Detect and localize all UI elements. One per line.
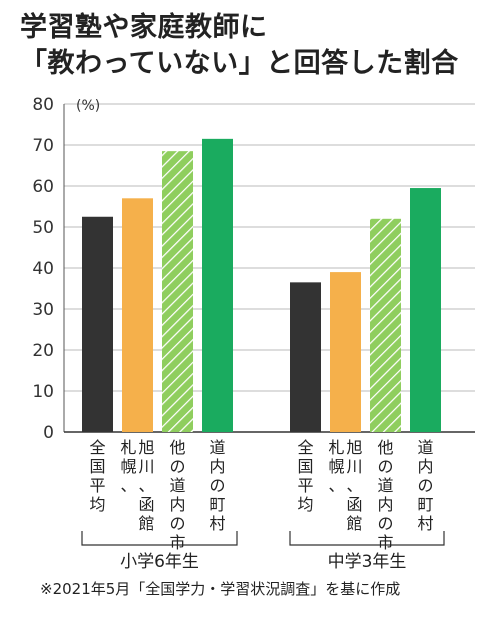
y-tick-label: 0 [43,423,54,443]
y-tick-label: 40 [32,259,54,279]
category-label-char: 内 [417,457,433,476]
category-label-char: 、 [328,476,344,495]
chart-title: 学習塾や家庭教師に 「教わっていない」と回答した割合 [20,10,490,82]
title-line-1: 学習塾や家庭教師に [20,12,268,43]
category-label-char: 幌 [328,457,344,476]
bar [330,272,361,432]
bar [202,138,233,432]
title-line-2: 「教わっていない」と回答した割合 [20,48,459,79]
category-label-char: 館 [138,514,154,533]
category-label-char: 旭 [138,438,154,457]
category-label-char: 町 [209,495,225,514]
category-label-char: 、 [346,476,362,495]
category-label-char: 内 [169,495,185,514]
bar [122,198,153,432]
group-bracket [81,531,238,546]
category-label-char: の [169,457,185,476]
category-label-char: 全 [89,438,105,457]
category-label-char: 川 [346,457,362,476]
category-label-char: 他 [377,438,393,457]
group-label: 中学3年生 [328,552,407,572]
bar [370,218,401,432]
category-label-char: 他 [169,438,185,457]
category-label-char: 幌 [120,457,136,476]
category-label-char: 均 [89,495,105,514]
category-label-char: 市 [377,533,393,552]
category-label-char: 国 [297,457,313,476]
category-label-char: 、 [138,476,154,495]
bar [82,216,113,432]
category-label-char: 村 [417,514,433,533]
category-label-char: の [377,457,393,476]
y-tick-label: 80 [32,95,54,115]
y-unit-label: (%) [76,98,100,114]
category-label-char: 全 [297,438,313,457]
y-tick-label: 60 [32,177,54,197]
category-label-char: 道 [417,438,433,457]
category-label-char: 国 [89,457,105,476]
category-label-char: 函 [346,495,362,514]
category-label-char: 町 [417,495,433,514]
category-label-char: 内 [377,495,393,514]
bar [290,282,321,432]
category-label-char: の [377,514,393,533]
category-label-char: 市 [169,533,185,552]
y-tick-label: 70 [32,136,54,156]
category-label-char: 村 [209,514,225,533]
y-tick-label: 50 [32,218,54,238]
category-label-char: の [209,476,225,495]
category-label-char: の [417,476,433,495]
y-tick-label: 10 [32,382,54,402]
category-label-char: の [169,514,185,533]
category-label-char: 札 [120,438,136,457]
category-label-char: 平 [297,476,313,495]
category-label-char: 道 [169,476,185,495]
category-label-char: 、 [120,476,136,495]
bar [410,188,441,432]
category-label-char: 館 [346,514,362,533]
category-label-char: 内 [209,457,225,476]
y-tick-label: 20 [32,341,54,361]
group-label: 小学6年生 [120,552,199,572]
category-label-char: 函 [138,495,154,514]
category-label-char: 道 [377,476,393,495]
source-note: ※2021年5月「全国学力・学習状況調査」を基に作成 [40,580,401,598]
category-label-char: 均 [297,495,313,514]
category-label-char: 平 [89,476,105,495]
y-tick-label: 30 [32,300,54,320]
category-label-char: 道 [209,438,225,457]
bar [162,151,193,432]
category-label-char: 札 [328,438,344,457]
category-label-char: 旭 [346,438,362,457]
category-label-char: 川 [138,457,154,476]
group-bracket [289,531,445,546]
